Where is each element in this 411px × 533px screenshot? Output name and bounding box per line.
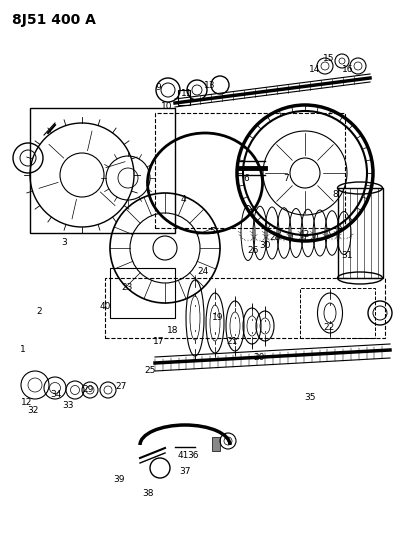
Text: 10: 10 [161,102,172,111]
Text: 13: 13 [204,81,215,90]
Text: 31: 31 [342,252,353,260]
Text: 21: 21 [226,337,238,345]
Text: 15: 15 [323,54,335,63]
Text: 16: 16 [342,65,353,74]
Bar [155,113,345,228]
Text: 34: 34 [50,390,61,399]
Text: 17: 17 [152,337,164,345]
Text: 6: 6 [244,174,249,183]
Bar [30,108,175,233]
Text: 5: 5 [209,228,215,236]
Text: 33: 33 [62,401,74,409]
Bar [105,278,385,338]
Text: 39: 39 [113,475,125,484]
Text: 29: 29 [83,385,94,393]
Text: 8J51 400 A: 8J51 400 A [12,13,96,27]
Text: 20: 20 [253,353,265,361]
Text: 2: 2 [36,308,42,316]
Text: 37: 37 [179,467,191,476]
Text: 38: 38 [142,489,154,497]
Bar [178,90,190,105]
Text: 3: 3 [61,238,67,247]
Text: 23: 23 [122,284,133,292]
Bar [300,288,375,338]
Text: 27: 27 [115,382,127,391]
Text: 40: 40 [99,302,111,311]
Text: 7: 7 [283,174,289,183]
Text: 36: 36 [187,451,199,460]
Text: 26: 26 [247,246,259,255]
Text: 32: 32 [27,406,39,415]
Text: 12: 12 [21,398,32,407]
Text: 22: 22 [323,324,335,332]
Bar [337,188,383,278]
Text: 14: 14 [309,65,320,74]
Bar [212,437,220,451]
Text: 18: 18 [167,326,178,335]
Text: 30: 30 [259,241,271,249]
Text: 19: 19 [212,313,224,321]
Text: 25: 25 [144,366,156,375]
Text: 41: 41 [177,451,189,460]
Text: 24: 24 [198,268,209,276]
Text: 35: 35 [305,393,316,401]
Text: 28: 28 [270,233,281,241]
Text: 1: 1 [20,345,25,353]
Text: 4: 4 [180,196,186,204]
Text: 9: 9 [155,84,161,92]
Text: 42: 42 [298,230,310,239]
Text: 11: 11 [181,89,193,98]
Text: 8: 8 [332,190,338,199]
